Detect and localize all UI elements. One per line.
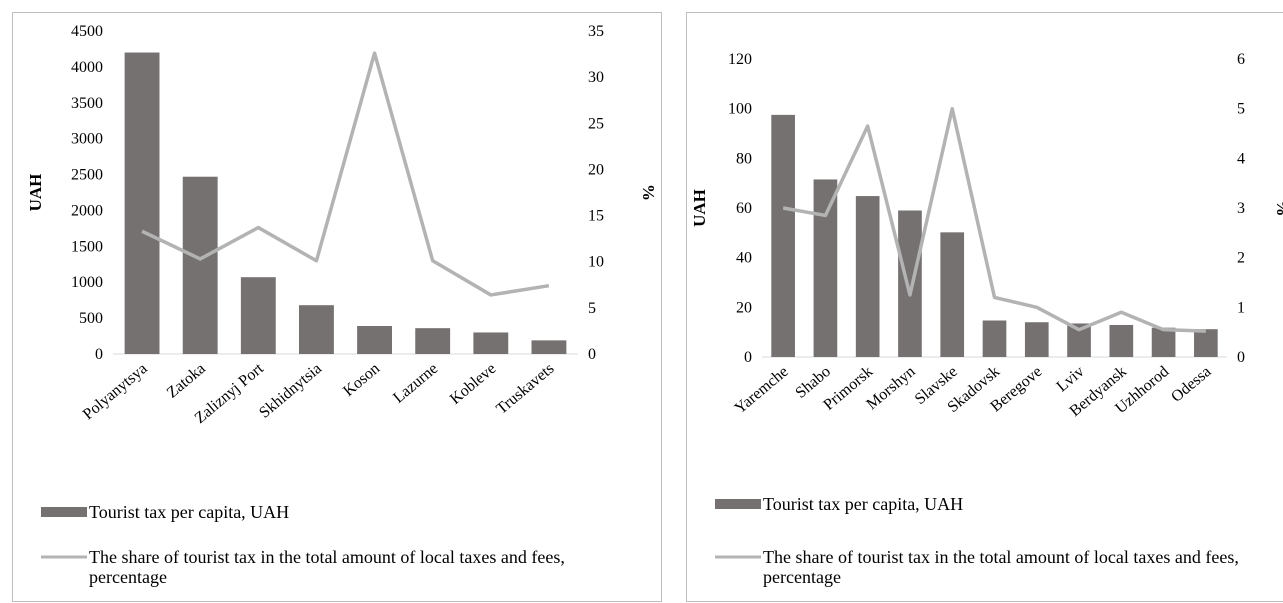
y2-tick-label: 35 (588, 23, 604, 40)
bar (240, 277, 276, 354)
bar (1194, 329, 1218, 357)
y2-tick-label: 6 (1237, 51, 1245, 68)
x-category-label: Kobleve (447, 360, 499, 408)
bar (473, 332, 509, 354)
y-tick-label: 4500 (71, 23, 103, 40)
bar (124, 52, 160, 355)
x-category-label: Koson (340, 360, 383, 400)
legend-label-line: The share of tourist tax in the total am… (89, 547, 565, 587)
x-category-label: Yaremche (732, 363, 792, 417)
bar (531, 340, 567, 354)
y2-tick-label: 20 (588, 161, 604, 178)
chart-panel-left: 0 500 1000 1500 2000 2500 3000 3500 4000 4500 0 5 10… (12, 12, 662, 602)
y-axis-title: UAH (690, 189, 709, 227)
y2-tick-label: 3 (1237, 200, 1245, 217)
bar (940, 232, 965, 357)
x-category-label: Truskavets (493, 360, 557, 418)
y-tick-label: 40 (736, 250, 752, 267)
y-tick-label: 2500 (71, 167, 103, 184)
y2-tick-label: 0 (1237, 349, 1245, 366)
y-tick-label: 120 (728, 51, 752, 68)
line-series (782, 106, 1206, 333)
y2-axis-title: % (639, 184, 658, 201)
y2-tick-label: 25 (588, 115, 604, 132)
y-tick-label: 0 (95, 346, 103, 363)
legend-swatch-bar (41, 507, 87, 517)
chart-left: 0 500 1000 1500 2000 2500 3000 3500 4000 4500 0 5 10… (26, 23, 658, 587)
x-category-label: Polyanytsya (80, 360, 151, 423)
y-tick-label: 20 (736, 299, 752, 316)
bar (982, 320, 1007, 357)
x-category-label: Lazurne (390, 360, 441, 407)
legend-label-bar: Tourist tax per capita, UAH (89, 502, 289, 522)
y2-tick-label: 15 (588, 208, 604, 225)
y-tick-label: 4000 (71, 59, 103, 76)
bar (182, 176, 218, 354)
line-series (141, 51, 550, 297)
bar (357, 326, 392, 354)
y-tick-label: 1500 (71, 238, 103, 255)
y-axis-title: UAH (26, 174, 45, 212)
y2-tick-label: 5 (588, 300, 596, 317)
x-category-label: Zatoka (164, 360, 209, 402)
y2-axis-title: % (1273, 200, 1283, 217)
bar (855, 196, 880, 357)
legend-label-bar: Tourist tax per capita, UAH (763, 494, 963, 514)
bar (1109, 324, 1134, 357)
y2-tick-label: 5 (1237, 101, 1245, 118)
legend-swatch-bar (715, 499, 761, 509)
y-tick-label: 500 (79, 310, 103, 327)
bar (771, 114, 795, 357)
y2-tick-label: 30 (588, 69, 604, 86)
y-tick-label: 3500 (71, 95, 103, 112)
bar (813, 179, 838, 357)
y-tick-label: 100 (728, 101, 752, 118)
bar (1024, 322, 1049, 357)
bar (1067, 323, 1091, 357)
bar (898, 210, 922, 357)
y-tick-label: 3000 (71, 131, 103, 148)
bar (1151, 327, 1176, 357)
x-category-label: Lviv (1054, 363, 1088, 395)
bar (415, 328, 451, 354)
chart-panel-right: 0 20 40 60 80 100 120 0 1 2 3 4 5 6 Yaremche Shabo Primo… (686, 12, 1283, 602)
y2-tick-label: 10 (588, 254, 604, 271)
legend-label-line: The share of tourist tax in the total am… (763, 547, 1239, 587)
x-category-label: Odessa (1168, 363, 1214, 406)
y-tick-label: 80 (736, 150, 752, 167)
y-tick-label: 60 (736, 200, 752, 217)
x-category-label: Skhidnytsia (256, 360, 325, 422)
y-tick-label: 0 (744, 349, 752, 366)
y-tick-label: 2000 (71, 202, 103, 219)
y2-tick-label: 1 (1237, 299, 1245, 316)
y-tick-label: 1000 (71, 274, 103, 291)
y2-tick-label: 0 (588, 346, 596, 363)
y2-tick-label: 4 (1237, 150, 1245, 167)
y2-tick-label: 2 (1237, 250, 1245, 267)
bar (299, 305, 334, 354)
